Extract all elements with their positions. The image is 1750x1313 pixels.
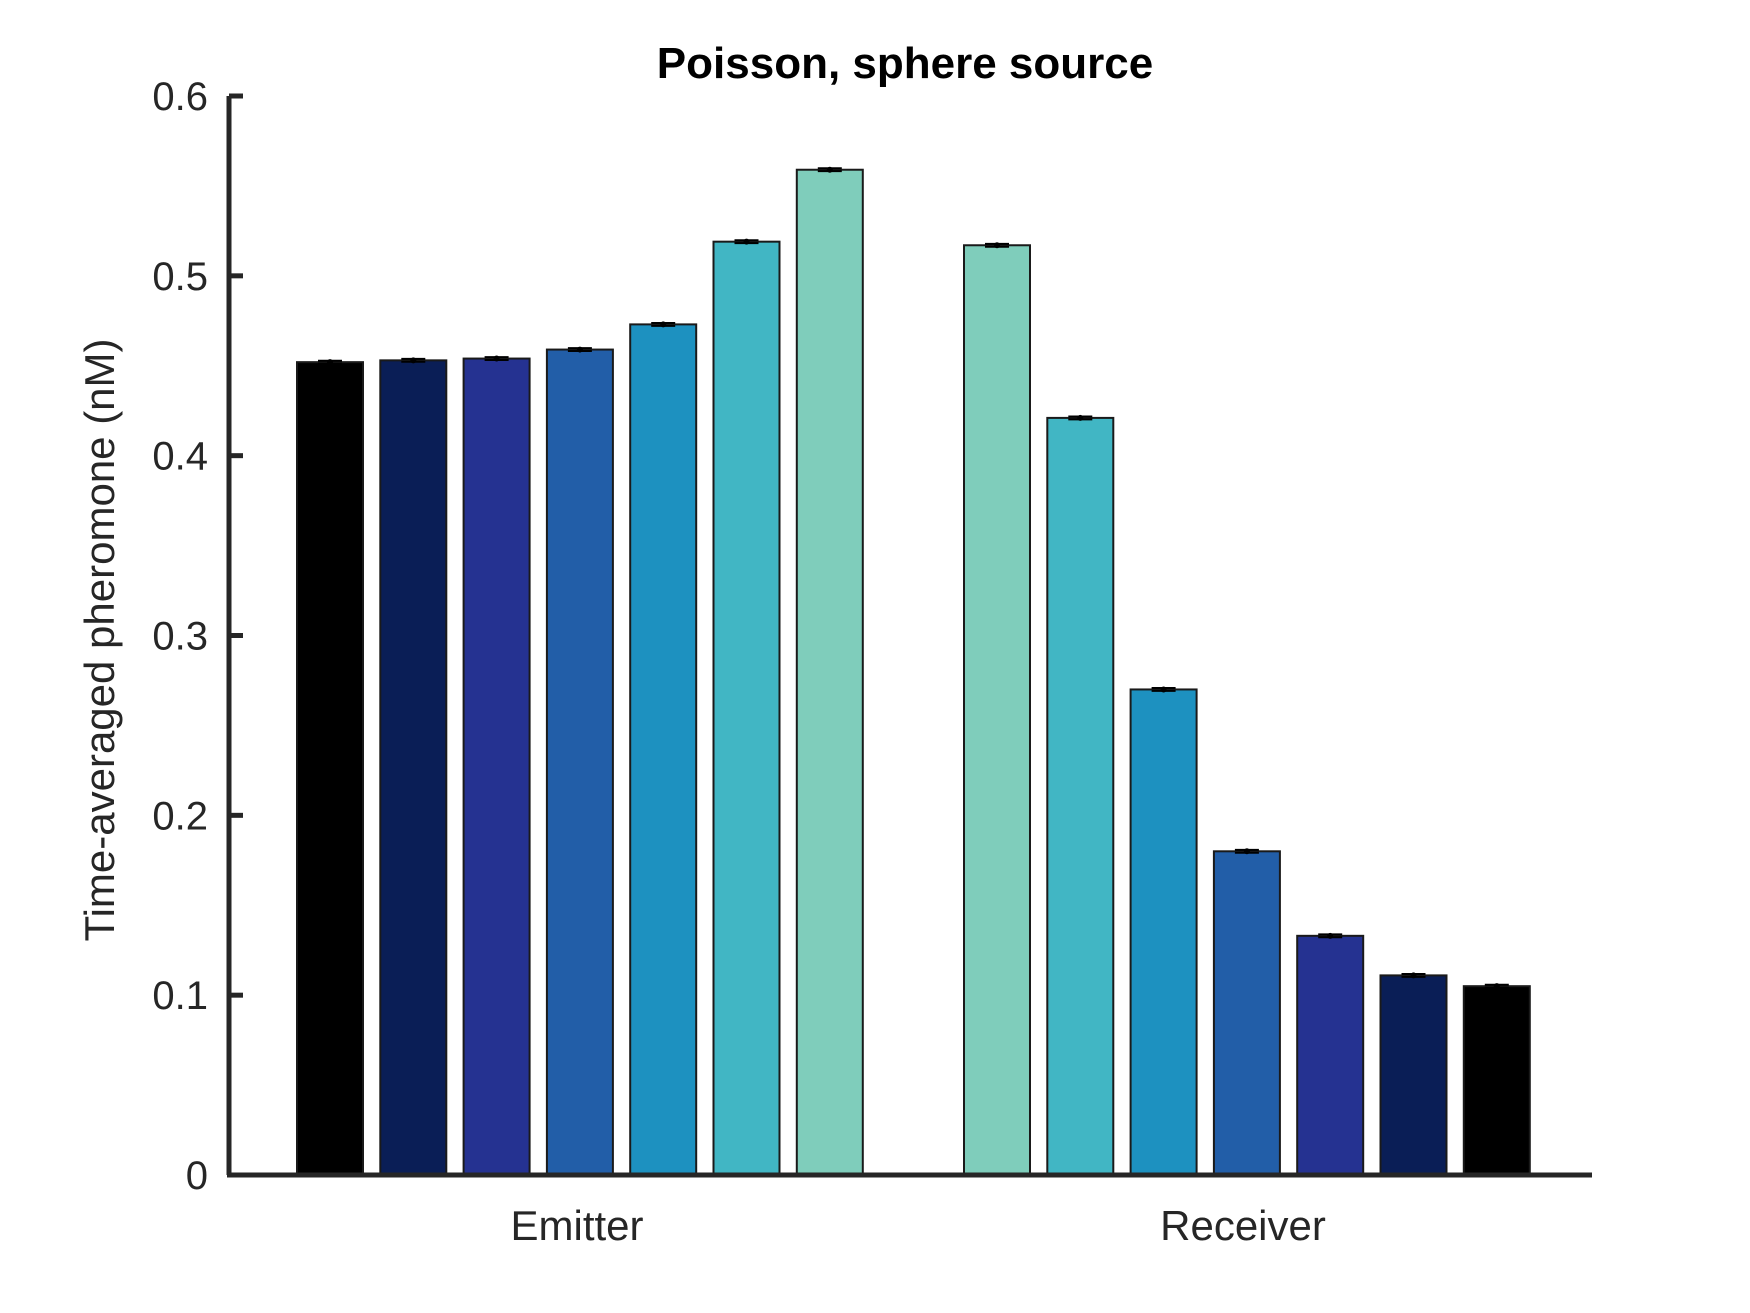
y-tick-label: 0.1: [152, 974, 208, 1018]
error-bar-center: [660, 321, 667, 328]
bar-emitter-2: [379, 359, 448, 1177]
error-bar-center: [1327, 932, 1334, 939]
y-tick-label: 0.6: [152, 75, 208, 119]
x-category-label-receiver: Receiver: [1160, 1202, 1326, 1249]
error-bars-layer: [318, 166, 1509, 990]
bar-receiver-3: [1129, 688, 1198, 1176]
x-category-label-emitter: Emitter: [510, 1202, 643, 1249]
error-bar-center: [1410, 972, 1417, 979]
y-axis-title: Time-averaged pheromone (nM): [76, 338, 123, 941]
chart-title: Poisson, sphere source: [657, 39, 1153, 88]
y-tick-label: 0.2: [152, 794, 208, 838]
bar-emitter-3: [462, 357, 531, 1177]
bar-emitter-4: [545, 348, 614, 1176]
error-bar-center: [1160, 686, 1167, 693]
error-bar-center: [1243, 848, 1250, 855]
error-bar-center: [994, 242, 1000, 249]
bar-receiver-4: [1212, 850, 1281, 1176]
error-bar-center: [410, 357, 417, 364]
bar-emitter-6: [712, 240, 781, 1177]
error-bar-center: [493, 355, 500, 362]
y-tick-label: 0.3: [152, 615, 208, 659]
bar-emitter-5: [629, 323, 698, 1177]
bar-receiver-1: [963, 244, 1031, 1177]
y-ticks-layer: 0 0.1 0.2 0.3 0.4 0.5 0.6: [152, 75, 243, 1198]
bar-receiver-6: [1379, 974, 1448, 1177]
bars-layer: [296, 168, 1531, 1177]
bar-receiver-7: [1462, 985, 1531, 1176]
bar-receiver-2: [1046, 416, 1115, 1176]
bar-emitter-7: [795, 168, 864, 1176]
y-tick-label: 0.5: [152, 255, 208, 299]
error-bar-center: [826, 166, 833, 173]
bar-receiver-5: [1296, 934, 1365, 1176]
error-bar-center: [1493, 983, 1500, 990]
y-tick-label: 0.4: [152, 435, 208, 479]
y-tick-label: 0: [186, 1154, 208, 1198]
error-bar-center: [576, 346, 583, 353]
error-bar-center: [743, 238, 750, 245]
error-bar-center: [1077, 414, 1084, 421]
error-bar-center: [327, 359, 333, 366]
bar-emitter-1: [296, 361, 364, 1176]
